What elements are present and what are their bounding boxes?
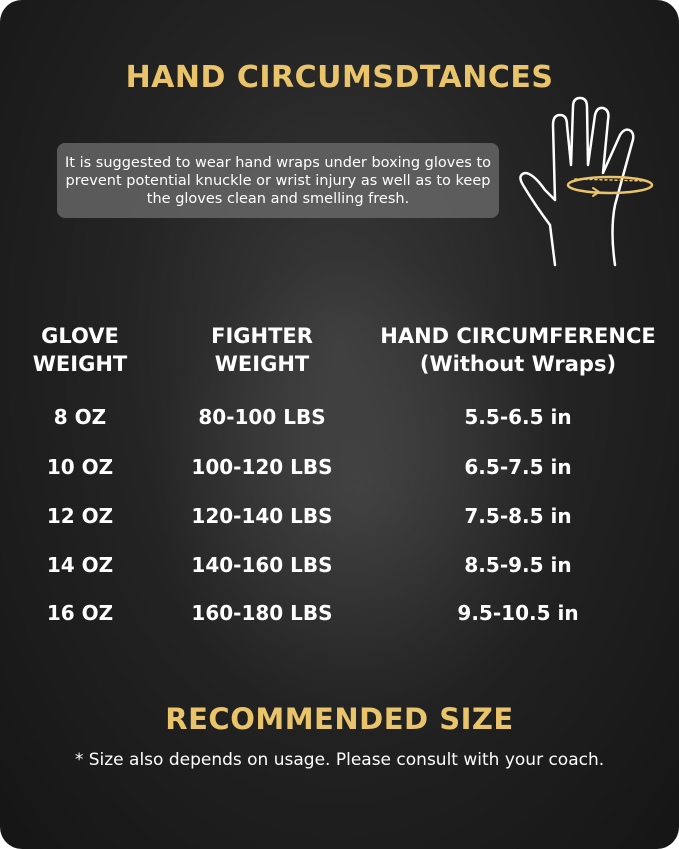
header-line: GLOVE	[41, 324, 119, 348]
header-glove-weight: GLOVE WEIGHT	[10, 322, 150, 378]
table-cell: 8.5-9.5 in	[464, 553, 572, 577]
header-line: (Without Wraps)	[419, 352, 617, 376]
table-cell: 100-120 LBS	[191, 455, 333, 479]
header-hand-circumference: HAND CIRCUMFERENCE (Without Wraps)	[358, 322, 678, 378]
header-fighter-weight: FIGHTER WEIGHT	[172, 322, 352, 378]
table-cell: 6.5-7.5 in	[464, 455, 572, 479]
header-line: HAND CIRCUMFERENCE	[380, 324, 656, 348]
table-cell: 14 OZ	[46, 553, 114, 577]
footnote: * Size also depends on usage. Please con…	[74, 750, 605, 770]
hand-wrap-note: It is suggested to wear hand wraps under…	[57, 143, 499, 218]
table-cell: 80-100 LBS	[198, 405, 326, 429]
table-cell: 9.5-10.5 in	[457, 601, 579, 625]
table-cell: 140-160 LBS	[191, 553, 333, 577]
header-line: FIGHTER	[211, 324, 313, 348]
table-cell: 7.5-8.5 in	[464, 504, 572, 528]
background-photo	[150, 250, 570, 730]
hand-measure-icon	[519, 96, 654, 267]
header-line: WEIGHT	[214, 352, 310, 376]
recommended-size-title: RECOMMENDED SIZE	[165, 702, 514, 736]
table-cell: 8 OZ	[53, 405, 107, 429]
note-text: It is suggested to wear hand wraps under…	[65, 154, 492, 207]
page-title: HAND CIRCUMSDTANCES	[125, 60, 554, 95]
table-cell: 120-140 LBS	[191, 504, 333, 528]
table-cell: 160-180 LBS	[191, 601, 333, 625]
table-cell: 16 OZ	[46, 601, 114, 625]
table-cell: 5.5-6.5 in	[464, 405, 572, 429]
table-cell: 12 OZ	[46, 504, 114, 528]
header-line: WEIGHT	[32, 352, 128, 376]
table-cell: 10 OZ	[46, 455, 114, 479]
